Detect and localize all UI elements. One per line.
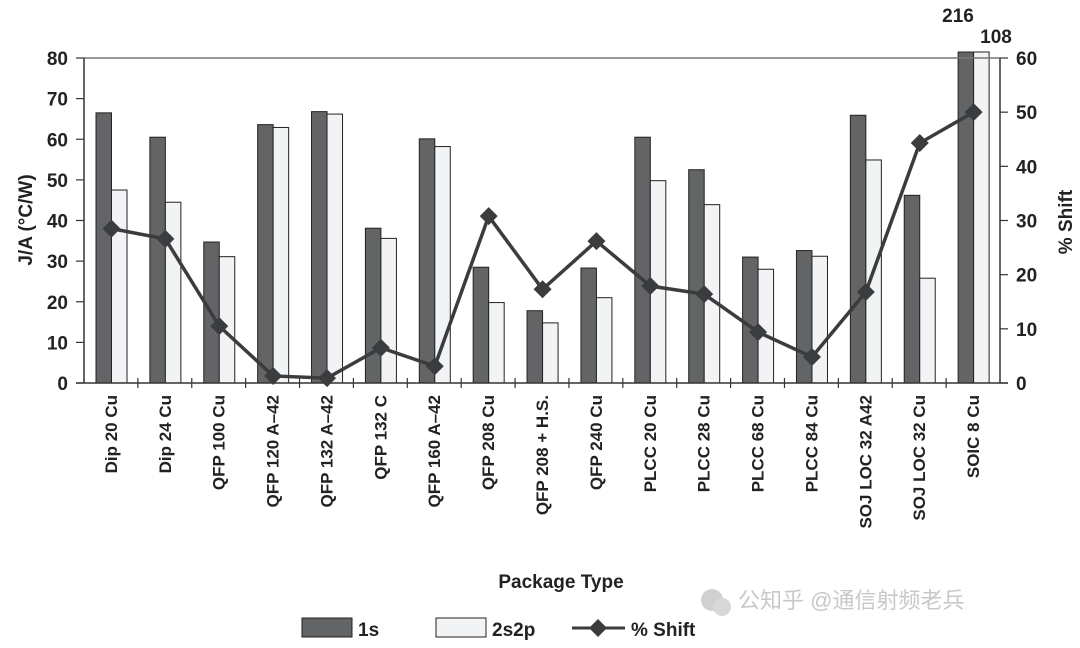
legend-label-1s: 1s bbox=[358, 620, 379, 641]
annotation-216: 216 bbox=[942, 6, 974, 27]
category-label-9: QFP 240 Cu bbox=[587, 395, 606, 490]
category-label-5: QFP 132 C bbox=[371, 395, 390, 480]
category-label-6: QFP 160 A–42 bbox=[425, 395, 444, 507]
y2-tick-label-20: 20 bbox=[1016, 266, 1037, 287]
y2-axis-title: % Shift bbox=[1056, 189, 1077, 254]
category-label-1: Dip 24 Cu bbox=[156, 395, 175, 473]
bar-2s2p-3 bbox=[272, 126, 290, 384]
y-tick-label-10: 10 bbox=[47, 333, 68, 354]
bar-2s2p-4 bbox=[326, 113, 344, 384]
bar-2s2p-13 bbox=[811, 255, 828, 384]
y-tick-label-60: 60 bbox=[47, 130, 68, 151]
y2-tick-label-10: 10 bbox=[1016, 320, 1037, 341]
bar-1s-6 bbox=[418, 138, 436, 384]
bar-2s2p-7 bbox=[488, 302, 505, 384]
bar-2s2p-1 bbox=[164, 201, 182, 384]
y2-tick-label-30: 30 bbox=[1016, 212, 1037, 233]
y-tick-label-50: 50 bbox=[47, 171, 68, 192]
category-label-16: SOIC 8 Cu bbox=[964, 395, 983, 478]
category-label-11: PLCC 28 Cu bbox=[695, 395, 714, 492]
legend-swatch-1s bbox=[301, 617, 353, 638]
bar-2s2p-9 bbox=[595, 297, 613, 384]
category-labels: Dip 20 Cu Dip 24 Cu QFP 100 Cu QFP 120 A–42… bbox=[102, 395, 983, 529]
category-label-10: PLCC 20 Cu bbox=[641, 395, 660, 492]
shift-point-13 bbox=[802, 348, 821, 366]
legend-swatch-2s2p bbox=[435, 617, 487, 638]
shift-point-16 bbox=[964, 103, 983, 122]
y2-tick-label-0: 0 bbox=[1016, 374, 1027, 395]
category-label-7: QFP 208 Cu bbox=[479, 395, 498, 490]
x-axis-title: Package Type bbox=[498, 572, 623, 593]
bar-1s-11 bbox=[688, 169, 705, 384]
y-axis-title: J/A (°C/W) bbox=[16, 174, 37, 265]
bar-1s-1 bbox=[149, 136, 166, 384]
y2-tick-label-40: 40 bbox=[1016, 157, 1037, 178]
legend-label-shift: % Shift bbox=[631, 620, 696, 641]
legend-diamond-icon bbox=[589, 619, 607, 637]
bar-1s-0 bbox=[95, 112, 112, 384]
bar-2s2p-0 bbox=[111, 189, 128, 384]
category-label-15: SOJ LOC 32 Cu bbox=[910, 395, 929, 521]
shift-point-10 bbox=[641, 277, 660, 296]
shift-point-6 bbox=[425, 357, 444, 376]
shift-point-5 bbox=[371, 338, 390, 357]
category-label-0: Dip 20 Cu bbox=[102, 395, 121, 473]
shift-point-3 bbox=[264, 366, 283, 385]
y2-tick-label-50: 50 bbox=[1016, 103, 1037, 124]
y-tick-label-70: 70 bbox=[47, 90, 68, 111]
category-label-14: SOJ LOC 32 A42 bbox=[856, 395, 875, 529]
shift-point-8 bbox=[533, 280, 552, 299]
category-label-4: QFP 132 A–42 bbox=[317, 395, 336, 507]
bars-layer bbox=[95, 51, 990, 384]
category-label-13: PLCC 84 Cu bbox=[802, 395, 821, 492]
shift-point-7 bbox=[479, 207, 498, 226]
shift-point-11 bbox=[695, 285, 714, 304]
shift-point-9 bbox=[587, 232, 606, 251]
bar-2s2p-8 bbox=[542, 322, 559, 384]
category-label-2: QFP 100 Cu bbox=[210, 395, 229, 490]
y-tick-label-40: 40 bbox=[47, 212, 68, 233]
bar-2s2p-16 bbox=[973, 51, 990, 384]
shift-point-12 bbox=[749, 323, 768, 342]
bar-1s-8 bbox=[526, 310, 544, 384]
watermark-text: 公知乎 @通信射频老兵 bbox=[738, 588, 964, 613]
y-tick-label-20: 20 bbox=[47, 293, 68, 314]
shift-point-4 bbox=[318, 369, 337, 388]
category-label-8: QFP 208 + H.S. bbox=[533, 395, 552, 515]
annotation-108: 108 bbox=[980, 27, 1012, 48]
bar-1s-9 bbox=[580, 267, 597, 384]
bar-2s2p-15 bbox=[919, 277, 936, 384]
y-tick-label-80: 80 bbox=[47, 49, 68, 70]
y-tick-label-0: 0 bbox=[57, 374, 68, 395]
category-label-3: QFP 120 A–42 bbox=[264, 395, 283, 507]
bar-2s2p-5 bbox=[380, 237, 397, 384]
shift-point-2 bbox=[210, 317, 229, 336]
bar-1s-12 bbox=[742, 256, 759, 384]
legend: 1s 2s2p % Shift bbox=[301, 617, 696, 641]
bar-1s-16 bbox=[957, 51, 975, 384]
bar-1s-3 bbox=[257, 124, 274, 384]
y2-tick-label-60: 60 bbox=[1016, 49, 1037, 70]
shift-line-layer bbox=[102, 103, 983, 388]
legend-label-2s2p: 2s2p bbox=[492, 620, 535, 641]
category-label-12: PLCC 68 Cu bbox=[749, 395, 768, 492]
ticks-layer: 0 10 20 30 40 50 60 70 80 0 10 20 30 40 50 60 bbox=[47, 49, 1037, 395]
shift-point-1 bbox=[156, 229, 175, 248]
bar-1s-14 bbox=[849, 114, 867, 384]
y-tick-label-30: 30 bbox=[47, 252, 68, 273]
bar-1s-4 bbox=[311, 111, 328, 384]
watermark: 公知乎 @通信射频老兵 bbox=[701, 588, 964, 616]
bar-1s-15 bbox=[903, 194, 921, 384]
shift-point-0 bbox=[102, 219, 121, 238]
bar-1s-10 bbox=[634, 136, 651, 384]
shift-point-14 bbox=[856, 283, 875, 301]
shift-point-15 bbox=[910, 134, 929, 153]
bar-1s-5 bbox=[364, 227, 382, 384]
bar-1s-7 bbox=[472, 266, 490, 384]
